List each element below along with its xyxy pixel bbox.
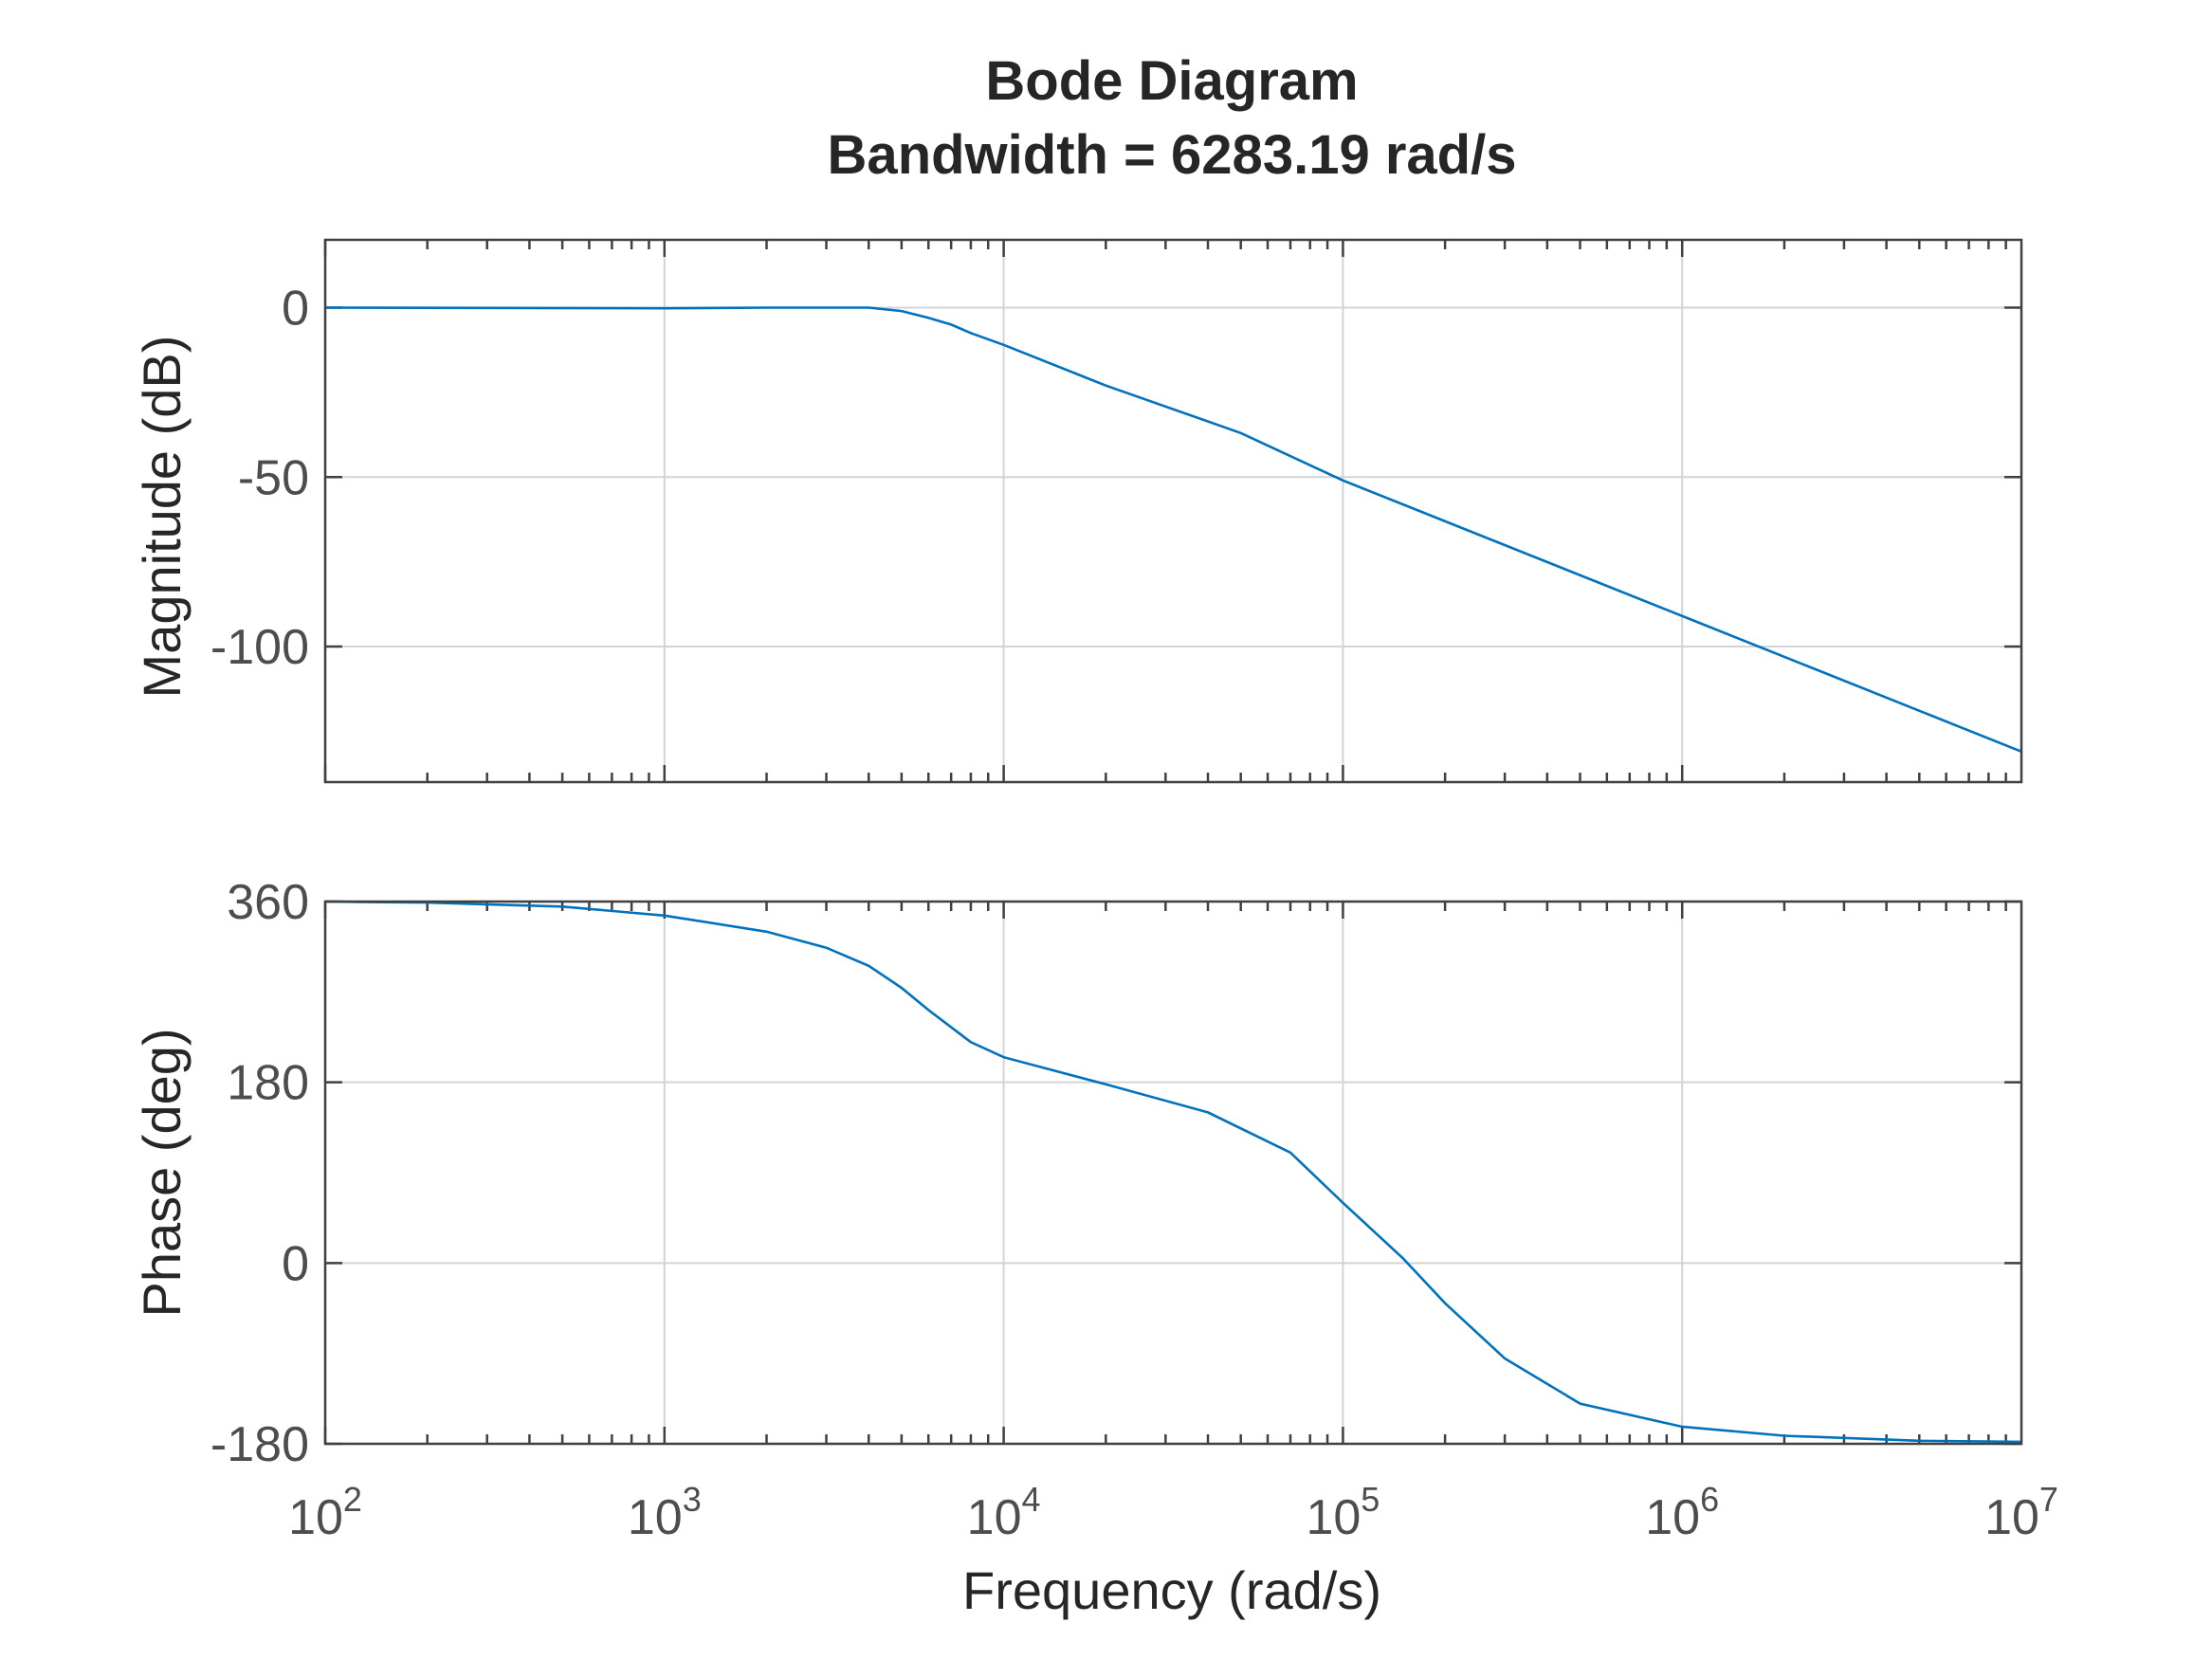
y-tick-label: -180 [210,1417,309,1472]
x-axis-label: Frequency (rad/s) [962,1560,1381,1620]
x-tick-exponent: 5 [1361,1480,1380,1519]
x-tick-exponent: 4 [1022,1480,1041,1519]
x-tick-label: 106 [1645,1480,1719,1545]
x-tick-label: 102 [288,1480,362,1545]
x-tick-label: 104 [967,1480,1041,1545]
x-tick-base: 10 [628,1490,683,1545]
x-tick-base: 10 [1645,1490,1700,1545]
y-tick-label: 0 [282,1236,309,1291]
axes-frame [323,238,2023,784]
x-tick-base: 10 [967,1490,1022,1545]
x-tick-exponent: 3 [683,1480,702,1519]
y-tick-label: 180 [227,1056,309,1111]
magnitude-curve [324,306,2022,754]
x-tick-base: 10 [1306,1490,1361,1545]
x-tick-labels: 102 103 104 105 106 107 [288,1480,2058,1545]
y-tick-label: 360 [227,875,309,930]
y-tick-label: -50 [238,450,309,505]
x-tick-exponent: 2 [343,1480,362,1519]
x-tick-base: 10 [1984,1490,2039,1545]
axes-frame [323,900,2023,1446]
phase-curve [324,900,2022,1444]
phase-panel: 360 180 0 -180 [210,875,2023,1472]
x-tick-base: 10 [288,1490,343,1545]
y-tick-label: -100 [210,620,309,675]
x-tick-label: 107 [1984,1480,2058,1545]
y-tick-label: 0 [282,282,309,337]
chart-title: Bode Diagram [985,50,1358,112]
x-tick-exponent: 6 [1700,1480,1719,1519]
x-tick-exponent: 7 [2039,1480,2058,1519]
magnitude-panel: 0 -50 -100 [210,238,2023,784]
phase-y-axis-label: Phase (deg) [132,1028,192,1317]
x-tick-label: 103 [628,1480,702,1545]
magnitude-y-axis-label: Magnitude (dB) [132,336,192,699]
x-tick-label: 105 [1306,1480,1380,1545]
chart-subtitle: Bandwidth = 6283.19 rad/s [828,124,1517,186]
